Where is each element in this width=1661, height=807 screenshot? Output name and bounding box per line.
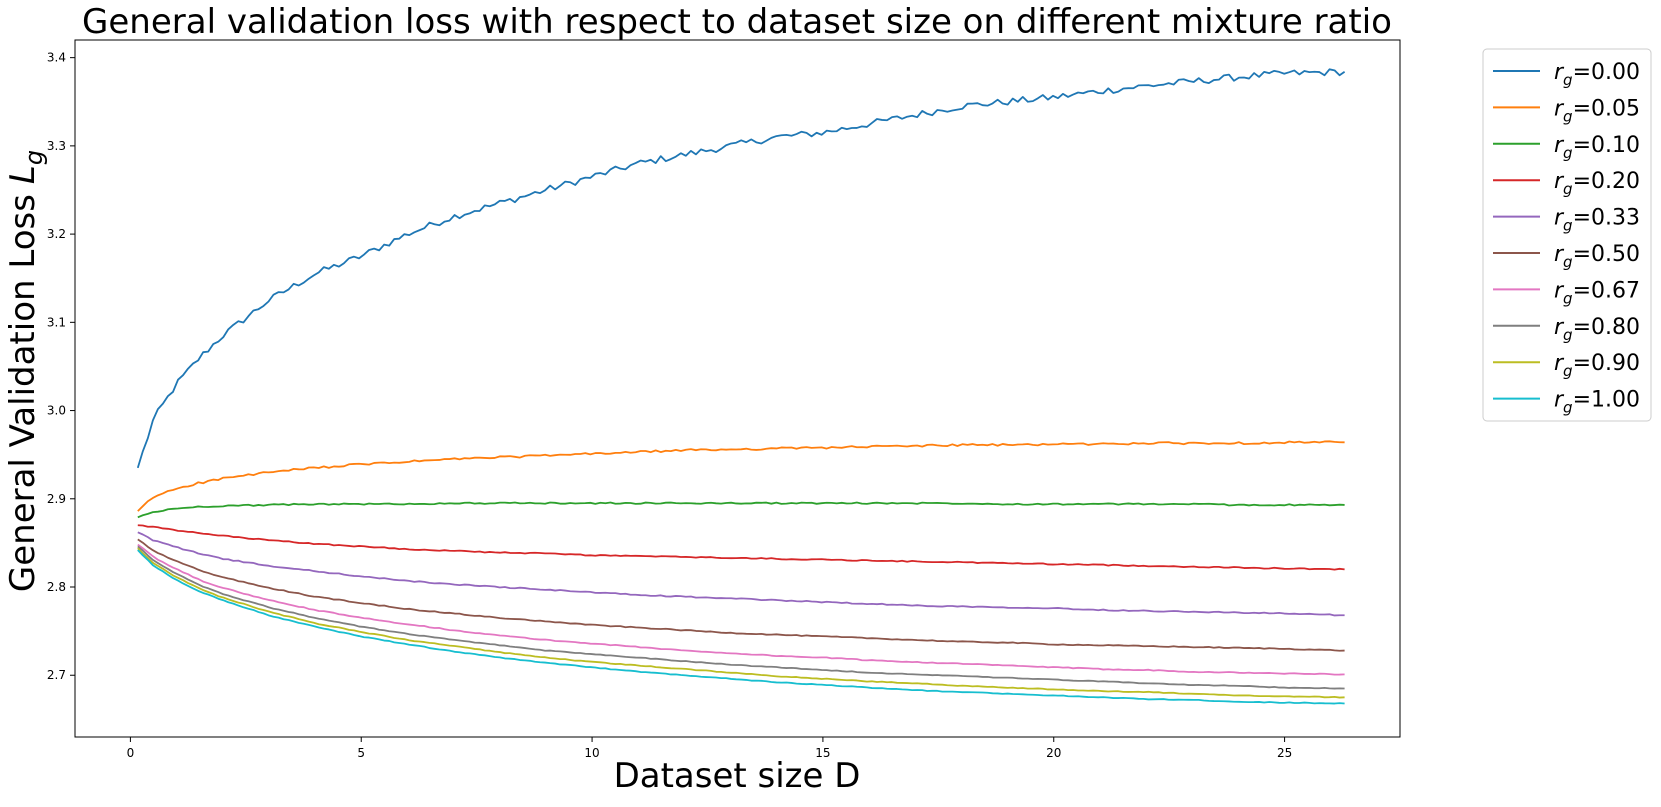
series-line-9	[137, 549, 1345, 705]
legend-label-8: rg=0.90	[1554, 351, 1640, 380]
legend-subscript: g	[1563, 144, 1573, 162]
legend-subscript: g	[1563, 180, 1573, 198]
legend-symbol: r	[1554, 169, 1565, 194]
legend-value: =0.33	[1573, 206, 1640, 231]
chart-title: General validation loss with respect to …	[82, 2, 1392, 42]
plot-area	[74, 39, 1401, 738]
legend-subscript: g	[1563, 399, 1573, 417]
series-lines	[136, 68, 1346, 705]
legend-symbol: r	[1554, 388, 1565, 413]
legend-symbol: r	[1554, 278, 1565, 303]
legend-symbol: r	[1554, 133, 1565, 158]
legend-label-9: rg=1.00	[1554, 388, 1640, 417]
legend-label-4: rg=0.33	[1554, 206, 1640, 235]
legend-value: =0.05	[1573, 96, 1640, 121]
legend-symbol: r	[1554, 351, 1565, 376]
legend-subscript: g	[1563, 289, 1573, 307]
series-line-1	[137, 440, 1345, 512]
legend: rg=0.00rg=0.05rg=0.10rg=0.20rg=0.33rg=0.…	[1482, 48, 1652, 422]
legend-value: =0.10	[1573, 133, 1640, 158]
legend-value: =0.50	[1573, 242, 1640, 267]
series-line-0	[136, 68, 1346, 469]
y-tick-label: 3.4	[47, 51, 66, 65]
series-line-7	[137, 545, 1345, 690]
series-line-4	[137, 531, 1345, 617]
x-axis-ticks: 0 5 10 15 20 25	[127, 737, 1292, 760]
legend-value: =0.20	[1573, 169, 1640, 194]
x-tick-label: 25	[1277, 746, 1292, 760]
legend-subscript: g	[1563, 326, 1573, 344]
legend-value: =0.80	[1573, 315, 1640, 340]
series-line-8	[137, 547, 1345, 699]
y-tick-label: 3.0	[47, 404, 66, 418]
series-line-3	[137, 524, 1345, 571]
y-axis-label: General Validation Loss Lg	[3, 150, 48, 592]
legend-subscript: g	[1563, 71, 1573, 89]
legend-box	[1482, 48, 1652, 422]
legend-value: =1.00	[1573, 388, 1640, 413]
legend-symbol: r	[1554, 60, 1565, 85]
legend-label-7: rg=0.80	[1554, 315, 1640, 344]
x-axis-label: Dataset size D	[614, 756, 861, 796]
y-tick-label: 3.1	[47, 315, 66, 329]
x-tick-label: 15	[815, 746, 830, 760]
y-axis-label-symbol: L	[3, 165, 43, 184]
series-line-6	[137, 543, 1345, 676]
y-axis-label-subscript: g	[20, 150, 48, 165]
legend-subscript: g	[1563, 107, 1573, 125]
legend-symbol: r	[1554, 242, 1565, 267]
y-tick-label: 3.2	[47, 227, 66, 241]
y-axis-label-text: General Validation Loss	[3, 194, 43, 592]
legend-symbol: r	[1554, 96, 1565, 121]
series-line-5	[137, 538, 1345, 652]
x-tick-label: 5	[357, 746, 365, 760]
y-tick-label: 2.7	[47, 668, 66, 682]
legend-subscript: g	[1563, 217, 1573, 235]
x-tick-label: 10	[584, 746, 599, 760]
y-tick-label: 2.8	[47, 580, 66, 594]
x-tick-label: 0	[127, 746, 135, 760]
legend-value: =0.90	[1573, 351, 1640, 376]
x-tick-label: 20	[1046, 746, 1061, 760]
series-line-2	[137, 501, 1345, 519]
legend-subscript: g	[1563, 253, 1573, 271]
legend-label-3: rg=0.20	[1554, 169, 1640, 198]
plot-frame	[74, 39, 1401, 738]
legend-label-0: rg=0.00	[1554, 60, 1640, 89]
legend-label-2: rg=0.10	[1554, 133, 1640, 162]
legend-value: =0.67	[1573, 278, 1640, 303]
legend-value: =0.00	[1573, 60, 1640, 85]
legend-label-1: rg=0.05	[1554, 96, 1640, 125]
legend-subscript: g	[1563, 362, 1573, 380]
legend-symbol: r	[1554, 315, 1565, 340]
y-tick-label: 3.3	[47, 139, 66, 153]
y-axis-ticks: 2.7 2.8 2.9 3.0 3.1 3.2 3.3 3.4	[47, 51, 75, 682]
legend-symbol: r	[1554, 206, 1565, 231]
y-tick-label: 2.9	[47, 492, 66, 506]
legend-label-6: rg=0.67	[1554, 278, 1640, 307]
legend-label-5: rg=0.50	[1554, 242, 1640, 271]
